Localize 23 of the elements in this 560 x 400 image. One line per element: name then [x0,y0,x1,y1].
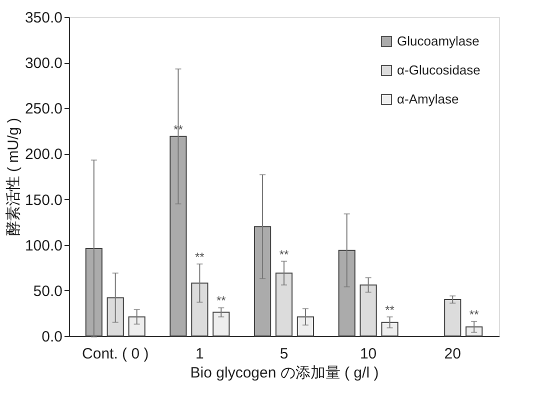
x-tick-label: 5 [280,346,288,362]
y-tick-label: 50.0 [33,282,62,300]
y-tick-label: 100.0 [24,237,62,254]
y-tick-label: 200.0 [24,146,62,164]
data-label: ** [279,247,289,262]
legend-label: α-Glucosidase [397,62,480,78]
y-tick-label: 350.0 [24,10,62,26]
data-label: ** [469,307,480,322]
y-tick-label: 0.0 [42,328,62,346]
y-tick-label: 150.0 [24,192,62,209]
data-label: ** [385,302,395,317]
data-label: ** [195,250,205,264]
y-axis-title: 酵素活性 ( mU/g ) [4,118,22,236]
data-label: ** [216,294,226,308]
x-axis-title: Bio glycogen の添加量 ( g/l ) [190,364,379,382]
x-tick-label: 1 [196,346,204,362]
y-tick-label: 250.0 [24,100,62,118]
legend-label: Glucoamylase [397,34,480,48]
y-tick-label: 300.0 [24,55,62,72]
x-tick-label: 20 [444,346,461,362]
x-tick-label: 10 [360,346,377,362]
x-tick-label: Cont. ( 0 ) [82,346,149,362]
legend-label: α-Amylase [397,92,459,106]
